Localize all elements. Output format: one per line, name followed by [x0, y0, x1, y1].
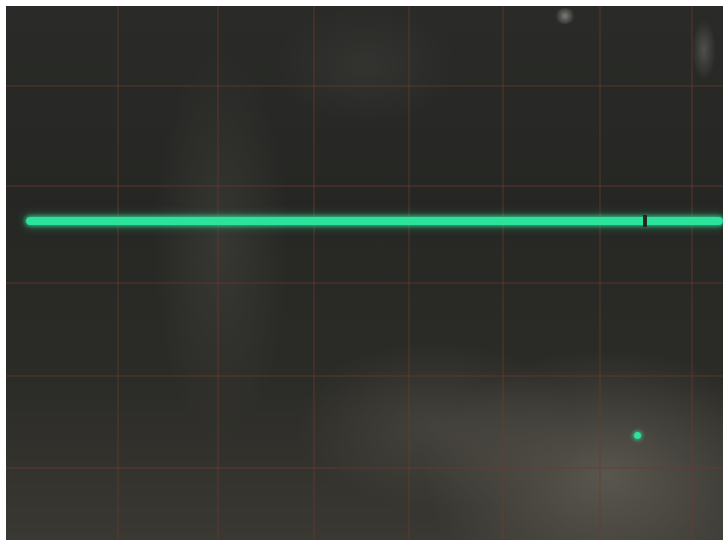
horizontal-grid-lines — [6, 85, 723, 469]
trace-gap — [643, 215, 647, 227]
signal-trace — [26, 217, 723, 225]
vertical-grid-lines — [117, 6, 693, 540]
oscilloscope-screen — [6, 6, 723, 540]
graticule-grid — [6, 6, 723, 540]
beam-spot — [634, 432, 641, 439]
